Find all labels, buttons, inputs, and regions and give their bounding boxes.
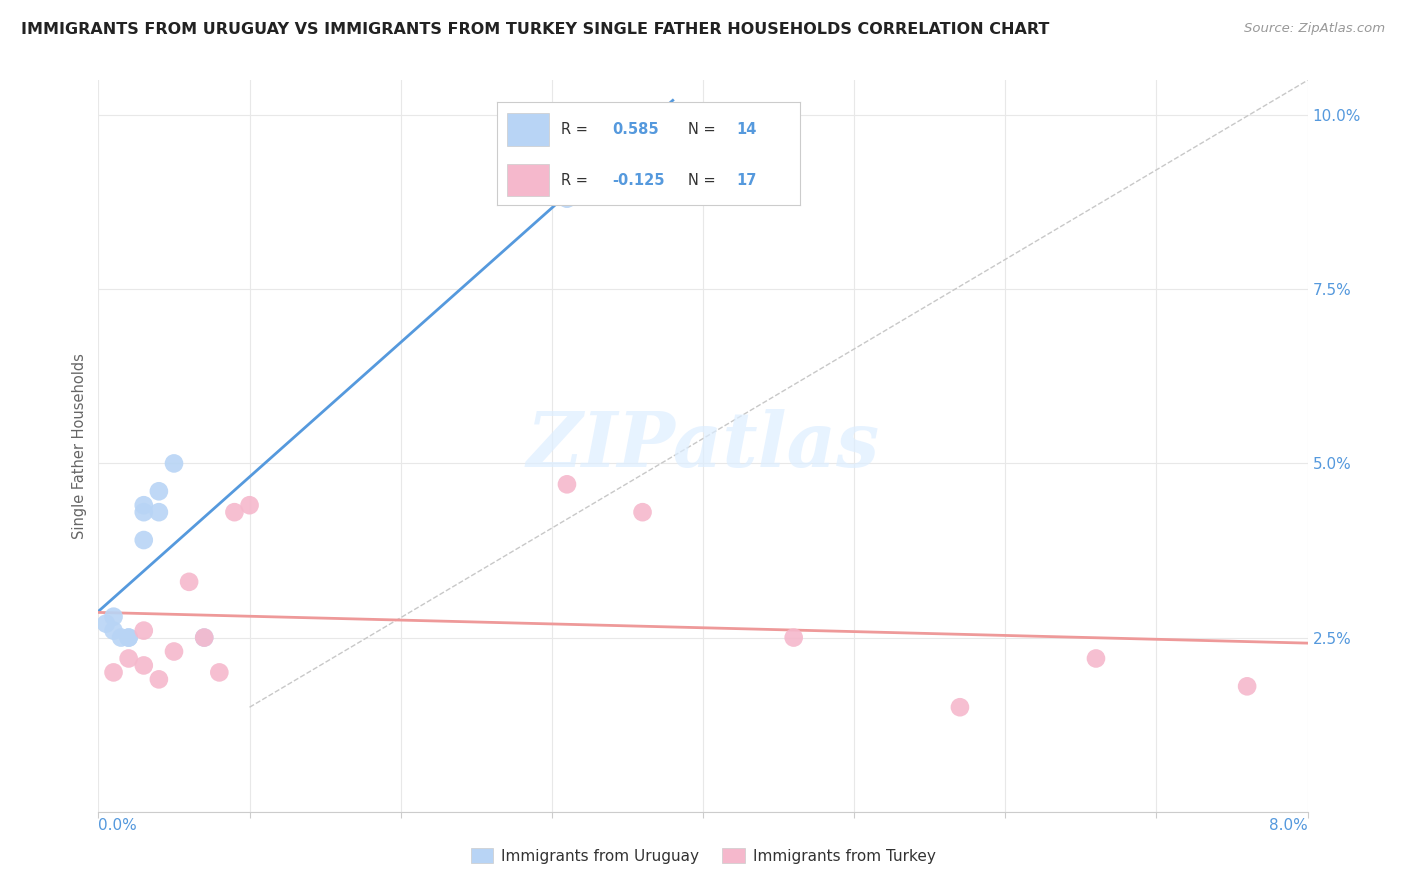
- Point: [193, 631, 215, 645]
- Point: [208, 665, 231, 680]
- Point: [132, 658, 155, 673]
- Point: [148, 673, 170, 687]
- Text: IMMIGRANTS FROM URUGUAY VS IMMIGRANTS FROM TURKEY SINGLE FATHER HOUSEHOLDS CORRE: IMMIGRANTS FROM URUGUAY VS IMMIGRANTS FR…: [21, 22, 1049, 37]
- Point: [110, 631, 132, 645]
- Point: [103, 624, 125, 638]
- Point: [163, 644, 186, 658]
- Text: ZIPatlas: ZIPatlas: [526, 409, 880, 483]
- Text: 8.0%: 8.0%: [1268, 818, 1308, 832]
- Y-axis label: Single Father Households: Single Father Households: [72, 353, 87, 539]
- Point: [631, 505, 654, 519]
- Point: [239, 498, 262, 512]
- Point: [1236, 679, 1258, 693]
- Point: [118, 631, 141, 645]
- Point: [783, 631, 806, 645]
- Legend: Immigrants from Uruguay, Immigrants from Turkey: Immigrants from Uruguay, Immigrants from…: [464, 842, 942, 870]
- Point: [132, 624, 155, 638]
- Point: [103, 609, 125, 624]
- Point: [132, 498, 155, 512]
- Point: [555, 477, 578, 491]
- Point: [555, 192, 578, 206]
- Point: [118, 651, 141, 665]
- Point: [94, 616, 117, 631]
- Text: Source: ZipAtlas.com: Source: ZipAtlas.com: [1244, 22, 1385, 36]
- Point: [132, 505, 155, 519]
- Point: [148, 484, 170, 499]
- Point: [179, 574, 201, 589]
- Point: [148, 505, 170, 519]
- Point: [118, 631, 141, 645]
- Point: [193, 631, 215, 645]
- Point: [163, 457, 186, 471]
- Text: 0.0%: 0.0%: [98, 818, 138, 832]
- Point: [1085, 651, 1108, 665]
- Point: [132, 533, 155, 547]
- Point: [103, 665, 125, 680]
- Point: [224, 505, 246, 519]
- Point: [949, 700, 972, 714]
